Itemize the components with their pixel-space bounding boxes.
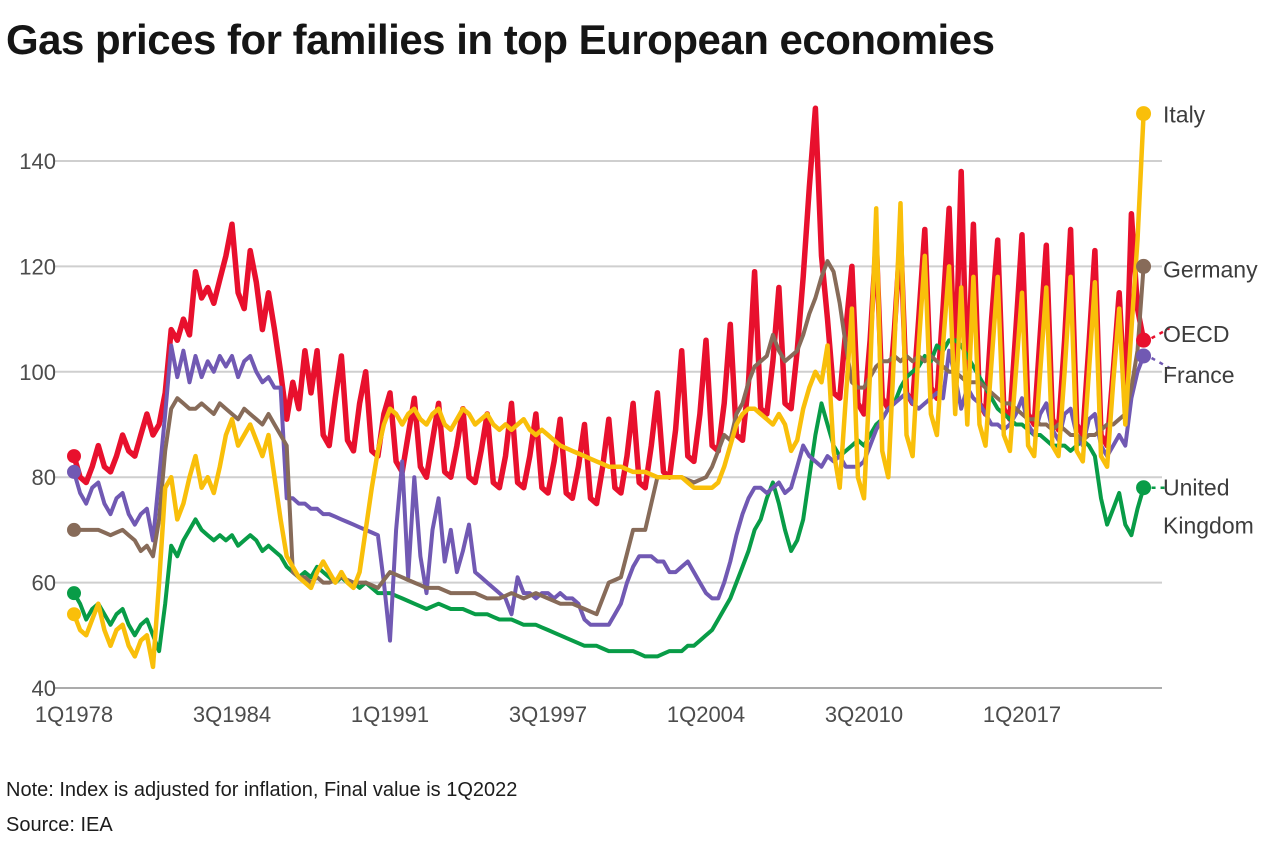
start-dot-united-kingdom xyxy=(67,586,81,601)
end-dot-united-kingdom xyxy=(1136,480,1152,496)
end-dot-france xyxy=(1136,348,1152,364)
legend-label-united-kingdom: Kingdom xyxy=(1163,513,1254,539)
y-tick-label-80: 80 xyxy=(32,465,56,490)
legend-label-united-kingdom: United xyxy=(1163,475,1229,501)
chart-title: Gas prices for families in top European … xyxy=(6,16,995,63)
x-tick-label-3Q2010: 3Q2010 xyxy=(825,702,903,727)
leader-line-oecd xyxy=(1150,327,1171,340)
y-tick-label-140: 140 xyxy=(19,149,56,174)
x-tick-label-3Q1997: 3Q1997 xyxy=(509,702,587,727)
x-tick-label-1Q2004: 1Q2004 xyxy=(667,702,745,727)
leader-line-france xyxy=(1150,356,1171,370)
end-dot-germany xyxy=(1136,258,1152,274)
y-tick-label-40: 40 xyxy=(32,676,56,701)
start-dot-italy xyxy=(67,607,81,622)
y-tick-label-120: 120 xyxy=(19,254,56,279)
series-line-italy xyxy=(71,111,1146,670)
x-tick-label-1Q1978: 1Q1978 xyxy=(35,702,113,727)
y-tick-label-100: 100 xyxy=(19,360,56,385)
legend-label-france: France xyxy=(1163,362,1235,388)
legend-label-italy: Italy xyxy=(1163,102,1206,128)
start-dot-oecd xyxy=(67,449,81,464)
series-line-oecd xyxy=(71,105,1147,507)
chart-note: Note: Index is adjusted for inflation, F… xyxy=(6,779,518,801)
legend-label-germany: Germany xyxy=(1163,256,1258,282)
legend-label-oecd: OECD xyxy=(1163,321,1229,347)
start-dot-france xyxy=(67,464,81,479)
start-dot-germany xyxy=(67,522,81,537)
x-tick-label-3Q1984: 3Q1984 xyxy=(193,702,271,727)
chart-source: Source: IEA xyxy=(6,814,113,836)
x-tick-label-1Q1991: 1Q1991 xyxy=(351,702,429,727)
x-tick-label-1Q2017: 1Q2017 xyxy=(983,702,1061,727)
y-tick-label-60: 60 xyxy=(32,571,56,596)
end-dot-oecd xyxy=(1136,332,1152,348)
series-line-france xyxy=(72,343,1146,643)
end-dot-italy xyxy=(1136,106,1152,122)
